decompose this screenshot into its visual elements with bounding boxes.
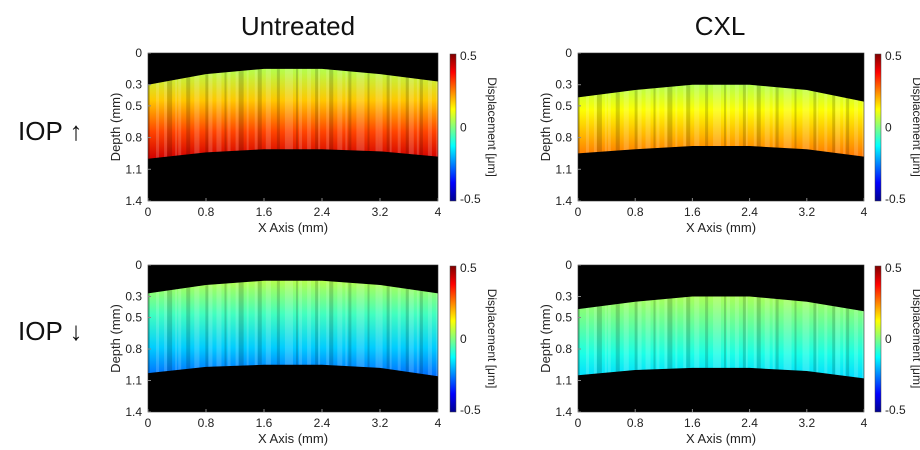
x-tick-label: 2.4	[314, 205, 331, 219]
axes-frame	[147, 52, 439, 202]
colorbar-tick-label: 0.5	[460, 49, 477, 63]
x-tick-label: 2.4	[314, 416, 331, 430]
y-tick-label: 1.1	[125, 374, 142, 388]
y-tick-label: 0.5	[555, 311, 572, 325]
column-title-cxl: CXL	[695, 11, 746, 41]
colorbar-label: Displacement [μm]	[910, 289, 920, 389]
x-axis-label: X Axis (mm)	[686, 220, 756, 235]
colorbar-tick-label: 0.5	[460, 261, 477, 275]
x-tick-label: 0.8	[198, 416, 215, 430]
y-tick-label: 0.3	[125, 78, 142, 92]
row-label-iop-down: IOP ↓	[18, 316, 83, 346]
y-axis-label: Depth (mm)	[108, 304, 123, 373]
x-tick-label: 2.4	[741, 205, 758, 219]
colorbar-tick-label: -0.5	[460, 192, 481, 206]
speckle-texture	[578, 84, 864, 157]
x-tick-label: 0.8	[198, 205, 215, 219]
x-tick-label: 4	[861, 416, 868, 430]
colorbar-tick-label: -0.5	[885, 192, 906, 206]
y-tick-label: 0.5	[125, 311, 142, 325]
y-tick-label: 1.4	[555, 405, 572, 419]
colorbar	[874, 265, 882, 413]
y-tick-label: 1.1	[125, 162, 142, 176]
y-tick-label: 1.4	[125, 405, 142, 419]
y-tick-label: 0.3	[125, 290, 142, 304]
x-tick-label: 1.6	[684, 205, 701, 219]
x-tick-label: 1.6	[256, 416, 273, 430]
y-tick-label: 1.1	[555, 162, 572, 176]
colorbar-label: Displacement [μm]	[910, 77, 920, 177]
x-axis-label: X Axis (mm)	[258, 431, 328, 446]
axes-frame	[577, 264, 865, 413]
panel-untreated-iop-up: 00.30.50.81.11.40 0.8 1.6 2.4 3.2 4X Axis (mm…	[108, 46, 499, 235]
x-tick-label: 0.8	[627, 416, 644, 430]
x-tick-label: 3.2	[798, 416, 815, 430]
x-axis-label: X Axis (mm)	[258, 220, 328, 235]
x-axis-label: X Axis (mm)	[686, 431, 756, 446]
y-tick-label: 0	[135, 258, 142, 272]
y-tick-label: 0.5	[555, 99, 572, 113]
speckle-texture	[148, 68, 438, 159]
x-tick-label: 0	[575, 205, 582, 219]
panel-untreated-iop-down: 00.30.50.81.11.40 0.8 1.6 2.4 3.2 4X Axis (mm…	[108, 258, 499, 446]
x-tick-label: 2.4	[741, 416, 758, 430]
y-tick-label: 0	[565, 46, 572, 60]
colorbar-tick-label: 0	[885, 121, 892, 135]
colorbar-tick-label: -0.5	[460, 403, 481, 417]
colorbar-label: Displacement [μm]	[485, 289, 499, 389]
y-axis-label: Depth (mm)	[108, 93, 123, 162]
y-tick-label: 0.8	[125, 131, 142, 145]
y-axis-label: Depth (mm)	[538, 304, 553, 373]
colorbar-tick-label: 0	[460, 332, 467, 346]
tissue-displacement-map	[578, 84, 864, 157]
tissue-displacement-map	[148, 68, 438, 159]
colorbar-label: Displacement [μm]	[485, 77, 499, 177]
panel-cxl-iop-down: 00.30.50.81.11.40 0.8 1.6 2.4 3.2 4X Axis (mm…	[538, 258, 920, 446]
x-tick-label: 4	[861, 205, 868, 219]
y-tick-label: 0.8	[555, 131, 572, 145]
x-tick-label: 3.2	[372, 205, 389, 219]
speckle-texture	[148, 280, 438, 377]
speckle-texture	[578, 296, 864, 379]
y-tick-label: 0	[135, 46, 142, 60]
x-tick-label: 4	[435, 205, 442, 219]
colorbar	[874, 53, 882, 202]
tissue-displacement-map	[578, 296, 864, 379]
x-tick-label: 1.6	[256, 205, 273, 219]
colorbar-tick-label: 0	[460, 121, 467, 135]
y-tick-label: 1.4	[555, 194, 572, 208]
column-title-untreated: Untreated	[241, 11, 355, 41]
axes-frame	[577, 52, 865, 202]
axes-frame	[147, 264, 439, 413]
y-tick-label: 1.4	[125, 194, 142, 208]
x-tick-label: 0	[575, 416, 582, 430]
y-tick-label: 0.8	[125, 342, 142, 356]
colorbar-tick-label: 0.5	[885, 49, 902, 63]
x-tick-label: 4	[435, 416, 442, 430]
y-tick-label: 0.3	[555, 78, 572, 92]
y-axis-label: Depth (mm)	[538, 93, 553, 162]
row-label-iop-up: IOP ↑	[18, 116, 83, 146]
x-tick-label: 0	[145, 416, 152, 430]
panel-cxl-iop-up: 00.30.50.81.11.40 0.8 1.6 2.4 3.2 4X Axis (mm…	[538, 46, 920, 235]
colorbar-tick-label: 0.5	[885, 261, 902, 275]
colorbar-tick-label: -0.5	[885, 403, 906, 417]
colorbar-tick-label: 0	[885, 332, 892, 346]
colorbar	[449, 53, 457, 202]
y-tick-label: 0	[565, 258, 572, 272]
x-tick-label: 0.8	[627, 205, 644, 219]
x-tick-label: 3.2	[372, 416, 389, 430]
tissue-displacement-map	[148, 280, 438, 377]
y-tick-label: 1.1	[555, 374, 572, 388]
x-tick-label: 3.2	[798, 205, 815, 219]
x-tick-label: 1.6	[684, 416, 701, 430]
colorbar	[449, 265, 457, 413]
x-tick-label: 0	[145, 205, 152, 219]
y-tick-label: 0.3	[555, 290, 572, 304]
y-tick-label: 0.5	[125, 99, 142, 113]
y-tick-label: 0.8	[555, 342, 572, 356]
